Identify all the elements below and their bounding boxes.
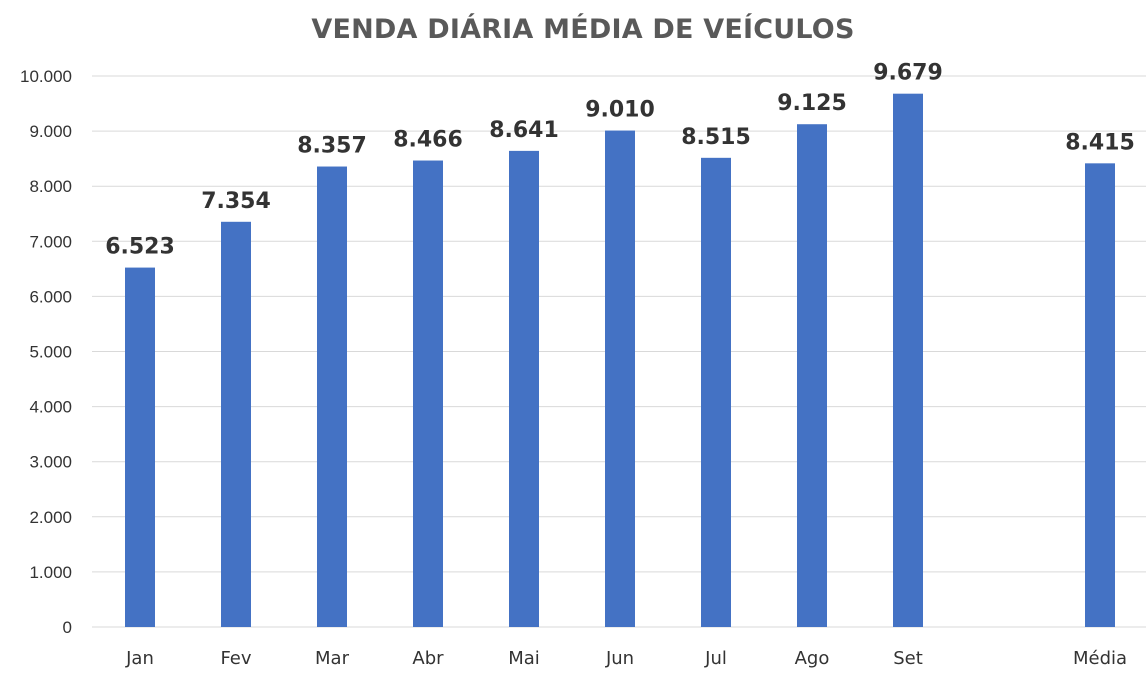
bar (701, 157, 731, 628)
data-label: 8.357 (297, 134, 367, 159)
category-label: Set (893, 648, 923, 669)
y-tick-label: 6.000 (29, 287, 72, 306)
bars (125, 93, 1115, 628)
category-label: Ago (795, 648, 830, 669)
y-tick-label: 1.000 (29, 563, 72, 582)
y-tick-label: 2.000 (29, 508, 72, 527)
category-label: Abr (412, 648, 444, 669)
category-label: Jan (125, 648, 154, 669)
y-tick-label: 3.000 (29, 453, 72, 472)
y-tick-label: 5.000 (29, 343, 72, 362)
y-tick-label: 9.000 (29, 122, 72, 141)
y-axis-ticks: 0 1.000 2.000 3.000 4.000 5.000 6.000 7.000 8.00… (20, 67, 72, 637)
category-label: Jul (704, 648, 727, 669)
y-tick-label: 10.000 (20, 67, 72, 86)
bar (125, 267, 155, 627)
category-label: Fev (220, 648, 251, 669)
bar (1085, 163, 1115, 627)
bar (509, 150, 539, 627)
data-label: 8.641 (489, 118, 559, 143)
bar (605, 130, 635, 627)
bar (797, 124, 827, 628)
bar (413, 160, 443, 627)
y-tick-label: 0 (63, 618, 72, 637)
category-label: Jun (605, 648, 634, 669)
data-label: 9.679 (873, 61, 943, 86)
category-label: Média (1073, 648, 1127, 669)
y-tick-label: 4.000 (29, 398, 72, 417)
data-labels: 6.523 7.354 8.357 8.466 8.641 9.010 8.515 9.125… (105, 61, 1135, 260)
bar (317, 166, 347, 627)
bar (893, 93, 923, 627)
y-tick-label: 8.000 (29, 177, 72, 196)
category-label: Mar (315, 648, 350, 669)
y-tick-label: 7.000 (29, 232, 72, 251)
data-label: 8.515 (681, 125, 751, 150)
bar (221, 221, 251, 627)
data-label: 9.125 (777, 91, 847, 116)
data-label: 8.415 (1065, 130, 1135, 155)
category-label: Mai (508, 648, 540, 669)
data-label: 8.466 (393, 128, 463, 153)
data-label: 7.354 (201, 189, 271, 214)
category-labels: Jan Fev Mar Abr Mai Jun Jul Ago Set Média (125, 648, 1127, 669)
chart-title: VENDA DIÁRIA MÉDIA DE VEÍCULOS (311, 14, 855, 45)
data-label: 6.523 (105, 235, 175, 260)
data-label: 9.010 (585, 98, 655, 123)
